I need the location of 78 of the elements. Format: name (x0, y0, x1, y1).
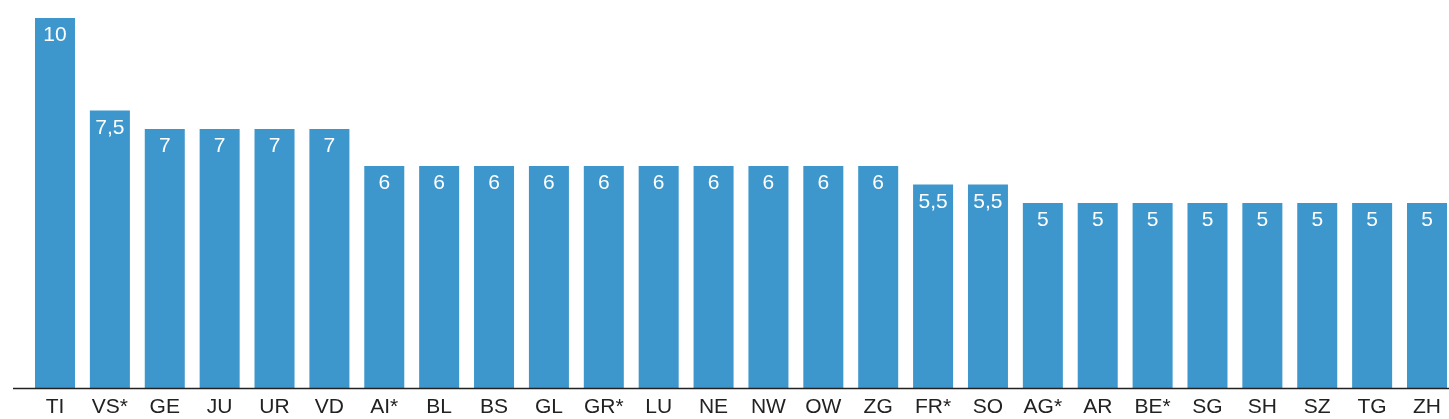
bar (144, 129, 185, 388)
x-tick-label: BS (480, 394, 509, 417)
data-label: 6 (488, 170, 500, 193)
bar (254, 129, 295, 388)
x-tick-label: SG (1192, 394, 1223, 417)
bar (1407, 203, 1448, 388)
x-tick-label: SH (1247, 394, 1277, 417)
bar (199, 129, 240, 388)
data-label: 6 (378, 170, 391, 193)
bar (89, 110, 130, 388)
data-label: 5 (1037, 207, 1049, 230)
bar (583, 166, 624, 388)
data-label: 6 (652, 170, 665, 193)
data-label: 7 (213, 133, 226, 156)
x-tick-label: NE (698, 394, 729, 417)
data-label: 10 (43, 22, 67, 45)
bar (1077, 203, 1118, 388)
data-label: 7 (268, 133, 281, 156)
x-tick-label: NW (750, 394, 787, 417)
x-tick-label: FR* (914, 394, 952, 417)
bar (1132, 203, 1173, 388)
data-label: 5,5 (973, 188, 1003, 212)
data-label: 5 (1146, 207, 1159, 230)
data-label: 5 (1421, 207, 1433, 230)
data-label: 7 (158, 133, 171, 156)
bar (364, 166, 405, 388)
data-label: 5 (1091, 207, 1104, 230)
data-label: 6 (597, 170, 610, 193)
bar (803, 166, 844, 388)
x-tick-label: VS* (91, 394, 128, 417)
x-tick-label: JU (206, 394, 233, 417)
x-tick-label: AR (1083, 394, 1113, 417)
data-label: 5 (1201, 207, 1214, 230)
data-label: 6 (543, 170, 555, 193)
bar (528, 166, 569, 388)
bar (1352, 203, 1393, 388)
data-label: 5 (1311, 207, 1324, 230)
data-label: 6 (872, 170, 885, 193)
x-tick-label: ZG (863, 394, 893, 417)
x-tick-label: VD (314, 394, 344, 417)
data-label: 7 (323, 133, 336, 156)
x-tick-label: TG (1357, 394, 1387, 417)
x-tick-label: TI (45, 394, 65, 417)
x-tick-label: GR* (583, 394, 624, 417)
bar (419, 166, 460, 388)
bar (913, 184, 954, 388)
bar (748, 166, 789, 388)
x-tick-label: AI* (370, 394, 399, 417)
x-tick-label: BE* (1134, 394, 1171, 417)
x-tick-label: UR (259, 394, 290, 417)
bar (1297, 203, 1338, 388)
data-label: 5 (1256, 207, 1269, 230)
data-label: 6 (817, 170, 830, 193)
data-label: 5,5 (918, 188, 948, 212)
bar (474, 166, 515, 388)
x-tick-label: GE (149, 394, 180, 417)
x-tick-label: OW (805, 394, 842, 417)
bar (858, 166, 899, 388)
data-label: 5 (1366, 207, 1378, 230)
bar (1022, 203, 1063, 388)
data-label: 6 (762, 170, 775, 193)
x-tick-label: BL (426, 394, 452, 417)
bar (693, 166, 734, 388)
x-tick-label: SO (972, 394, 1004, 417)
x-tick-label: LU (645, 394, 673, 417)
x-tick-label: SZ (1303, 394, 1331, 417)
x-tick-label: ZH (1413, 394, 1441, 417)
bar (35, 18, 75, 388)
data-label: 6 (433, 170, 445, 193)
bar (1242, 203, 1283, 388)
bar (967, 184, 1008, 388)
x-tick-label: AG* (1023, 394, 1063, 417)
x-tick-label: GL (534, 394, 563, 417)
data-label: 7,5 (95, 114, 125, 138)
bar (309, 129, 350, 388)
data-label: 6 (707, 170, 720, 193)
bar (638, 166, 679, 388)
bar (1187, 203, 1228, 388)
